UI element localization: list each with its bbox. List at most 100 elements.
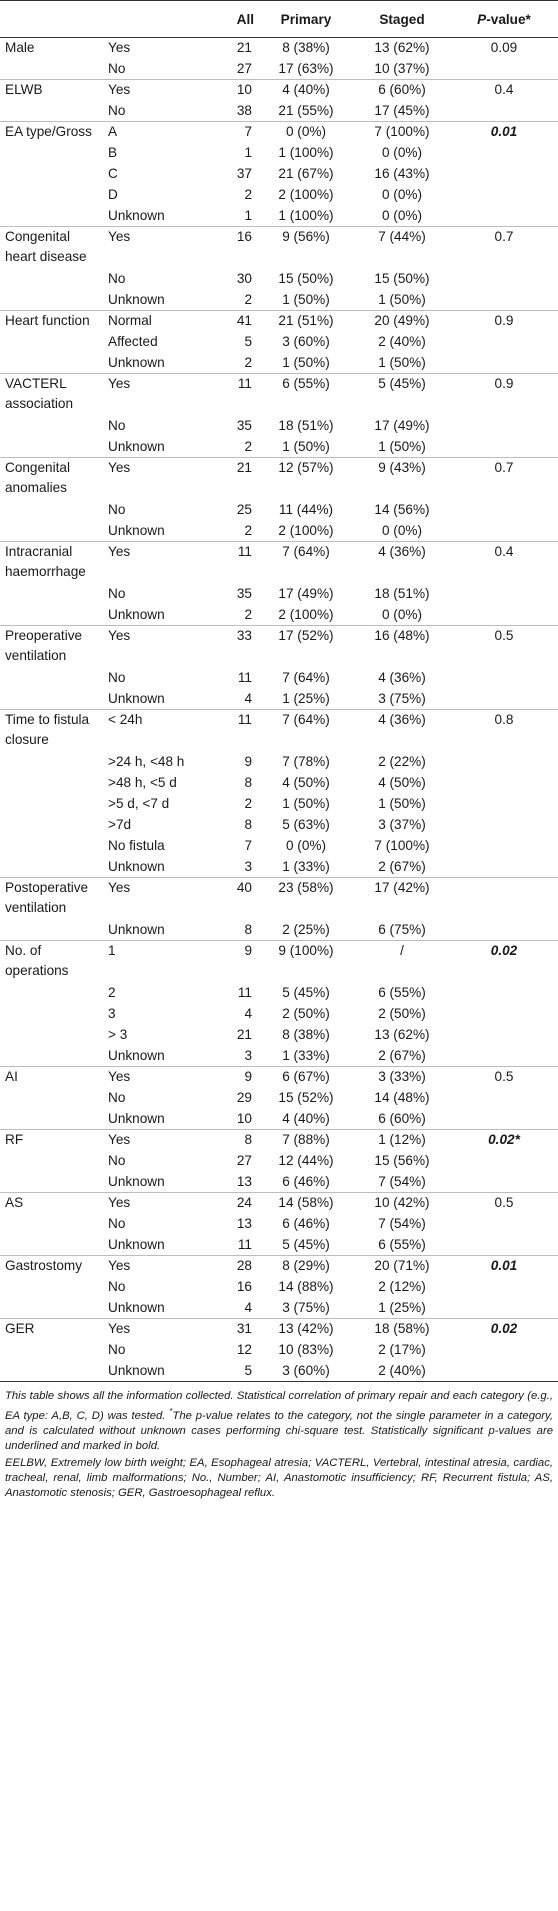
primary-cell: 7 (64%) [282,669,330,685]
primary-cell: 7 (78%) [282,753,330,769]
table-row: Unknown 3 1 (33%) 2 (67%) [0,857,558,878]
category-cell: Unknown [108,1299,165,1315]
all-count-cell: 2 [244,522,252,538]
variable-name [0,521,104,542]
table-row: >5 d, <7 d 2 1 (50%) 1 (50%) [0,794,558,815]
variable-name: Heart function [0,310,104,332]
staged-cell: 7 (54%) [378,1173,426,1189]
p-value-cell [450,1088,558,1109]
variable-name [0,605,104,626]
category-cell: Unknown [108,354,165,370]
all-count-cell: 11 [237,984,252,1000]
variable-name: AI [0,1066,104,1088]
table-row: Unknown 2 1 (50%) 1 (50%) [0,290,558,311]
staged-cell: 6 (55%) [378,984,426,1000]
header-p-value: P-value* [450,0,558,38]
p-value-cell: 0.5 [450,1066,558,1088]
variable-name: Congenital anomalies [0,457,104,500]
all-count-cell: 12 [236,1341,252,1357]
variable-name: No. of operations [0,940,104,983]
all-count-cell: 13 [236,1173,252,1189]
staged-cell: 3 (37%) [378,816,426,832]
category-cell: Yes [104,373,216,416]
table-row: B 1 1 (100%) 0 (0%) [0,143,558,164]
p-value-cell [450,290,558,311]
variable-name [0,59,104,80]
category-cell: > 3 [108,1026,128,1042]
primary-cell: 1 (25%) [282,690,330,706]
all-count-cell: 13 [236,1215,252,1231]
primary-cell: 0 (0%) [258,121,354,143]
staged-cell: 6 (60%) [354,79,450,101]
primary-cell: 1 (100%) [278,207,334,223]
category-cell: Unknown [108,1236,165,1252]
all-count-cell: 8 [244,774,252,790]
header-p-suffix: -value* [486,11,531,27]
staged-cell: 17 (49%) [374,417,430,433]
table-row: VACTERL association Yes 11 6 (55%) 5 (45%) 0.… [0,373,558,416]
primary-cell: 7 (64%) [258,709,354,752]
category-cell: 3 [108,1005,116,1021]
primary-cell: 6 (55%) [258,373,354,416]
all-count-cell: 2 [244,291,252,307]
p-value-cell [450,269,558,290]
primary-cell: 3 (60%) [258,1360,354,1382]
variable-name [0,437,104,458]
category-cell: No [108,1278,126,1294]
category-cell: No [108,585,126,601]
staged-cell: 4 (36%) [378,669,426,685]
staged-cell: 2 (22%) [378,753,426,769]
variable-name [0,185,104,206]
variable-name: Intracranial haemorrhage [0,541,104,584]
footnote-explanation: This table shows all the information col… [5,1389,553,1454]
all-count-cell: 38 [236,102,252,118]
primary-cell: 23 (58%) [258,877,354,920]
table-row: >48 h, <5 d 8 4 (50%) 4 (50%) [0,773,558,794]
variable-name [0,1172,104,1193]
all-count-cell: 2 [244,795,252,811]
p-value-cell: 0.4 [450,79,558,101]
all-count-cell: 9 [244,753,252,769]
table-row: No 11 7 (64%) 4 (36%) [0,668,558,689]
p-value-cell: 0.4 [450,541,558,584]
table-row: Unknown 2 2 (100%) 0 (0%) [0,521,558,542]
category-cell: Yes [104,541,216,584]
variable-name [0,983,104,1004]
primary-cell: 17 (49%) [278,585,334,601]
p-value-cell [450,752,558,773]
category-cell: Unknown [108,690,165,706]
table-row: Intracranial haemorrhage Yes 11 7 (64%) 4 (3… [0,541,558,584]
primary-cell: 21 (67%) [278,165,334,181]
variable-name [0,689,104,710]
primary-cell: 2 (100%) [278,186,334,202]
staged-cell: 2 (17%) [378,1341,426,1357]
staged-cell: 7 (54%) [378,1215,426,1231]
p-value-cell [450,857,558,878]
table-row: Congenital anomalies Yes 21 12 (57%) 9 (43%)… [0,457,558,500]
staged-cell: 15 (56%) [374,1152,430,1168]
table-row: Heart function Normal 41 21 (51%) 20 (49%) 0.… [0,310,558,332]
table-row: No 35 17 (49%) 18 (51%) [0,584,558,605]
table-row: No 38 21 (55%) 17 (45%) [0,101,558,122]
category-cell: No [108,102,126,118]
primary-cell: 9 (56%) [258,226,354,269]
p-value-cell [450,836,558,857]
p-value-cell [450,794,558,815]
variable-name [0,332,104,353]
table-row: No fistula 7 0 (0%) 7 (100%) [0,836,558,857]
table-row: Affected 5 3 (60%) 2 (40%) [0,332,558,353]
category-cell: < 24h [104,709,216,752]
variable-name [0,857,104,878]
category-cell: Unknown [108,1110,165,1126]
primary-cell: 9 (100%) [258,940,354,983]
all-count-cell: 4 [244,1005,252,1021]
staged-cell: 2 (12%) [378,1278,426,1294]
primary-cell: 1 (50%) [282,354,330,370]
category-cell: No [108,669,126,685]
table-row: AI Yes 9 6 (67%) 3 (33%) 0.5 [0,1066,558,1088]
staged-cell: 0 (0%) [381,207,423,223]
staged-cell: 2 (67%) [378,858,426,874]
category-cell: Yes [104,226,216,269]
p-value-cell: 0.09 [490,40,518,55]
primary-cell: 5 (45%) [282,984,330,1000]
